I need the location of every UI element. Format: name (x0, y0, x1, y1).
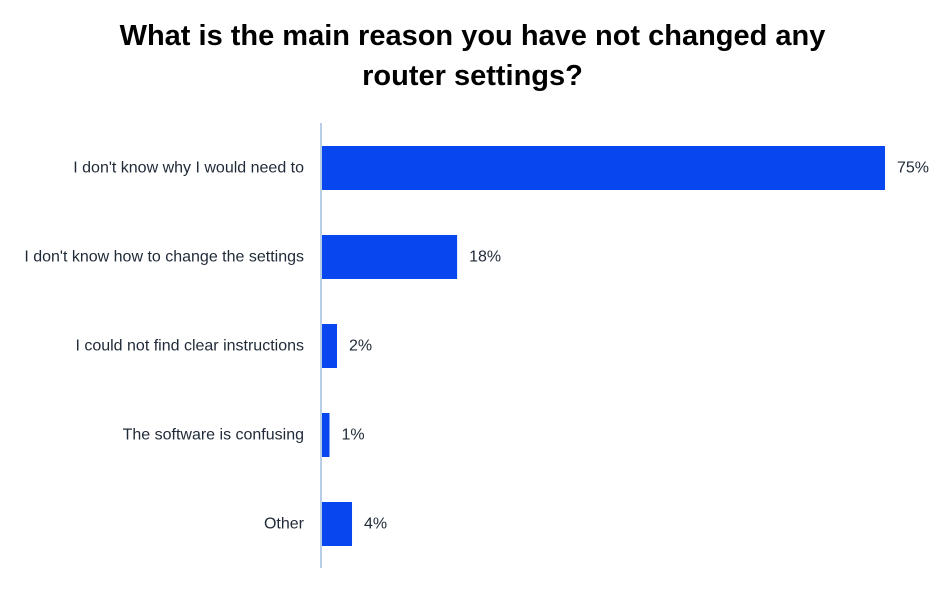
category-label: I don't know why I would need to (73, 160, 304, 177)
value-label: 1% (342, 427, 365, 444)
value-label: 4% (364, 516, 387, 533)
value-label: 18% (469, 249, 501, 266)
bar-row: The software is confusing 1% (123, 413, 365, 457)
bar (322, 324, 338, 368)
category-label: I could not find clear instructions (75, 338, 304, 355)
category-label: I don't know how to change the settings (24, 249, 304, 266)
value-label: 2% (349, 338, 372, 355)
bar-row: I don't know how to change the settings 1… (24, 235, 501, 279)
category-label: The software is confusing (123, 427, 304, 444)
bar-row: I could not find clear instructions 2% (75, 324, 372, 368)
bar (322, 502, 353, 546)
chart-title: What is the main reason you have not cha… (0, 16, 945, 96)
category-label: Other (264, 516, 305, 533)
chart-title-line-1: What is the main reason you have not cha… (119, 20, 826, 52)
bar (322, 235, 458, 279)
bar (322, 146, 885, 190)
bar-row: I don't know why I would need to 75% (73, 146, 929, 190)
bar-row: Other 4% (264, 502, 387, 546)
bars-layer: I don't know why I would need to 75%I don… (24, 146, 929, 546)
bar (322, 413, 330, 457)
value-label: 75% (897, 160, 929, 177)
chart-title-line-2: router settings? (362, 60, 583, 92)
